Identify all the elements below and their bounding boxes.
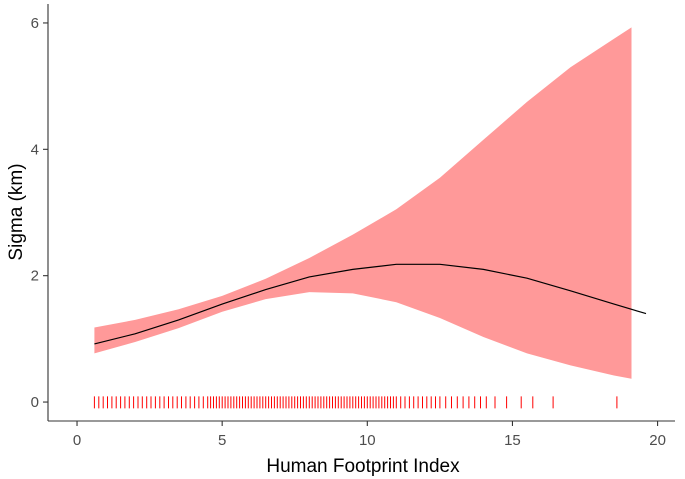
y-tick-label: 2: [31, 268, 39, 285]
ribbon-layer: [94, 27, 632, 379]
x-tick-label: 0: [73, 432, 81, 449]
y-tick-label: 0: [31, 394, 39, 411]
x-tick-label: 15: [504, 432, 521, 449]
x-tick-label: 20: [649, 432, 666, 449]
x-tick-label: 5: [218, 432, 226, 449]
x-tick-label: 10: [359, 432, 376, 449]
y-axis-title: Sigma (km): [6, 163, 27, 260]
x-axis-title: Human Footprint Index: [266, 456, 460, 477]
confidence-ribbon: [94, 27, 632, 379]
line-layer: [94, 263, 647, 345]
fitted-line: [94, 263, 647, 345]
y-tick-label: 6: [31, 15, 39, 32]
axes-layer: 0 5 10 15 20 0 2 4 6: [31, 4, 675, 449]
rug-layer: [93, 396, 618, 409]
y-tick-label: 4: [31, 141, 39, 158]
